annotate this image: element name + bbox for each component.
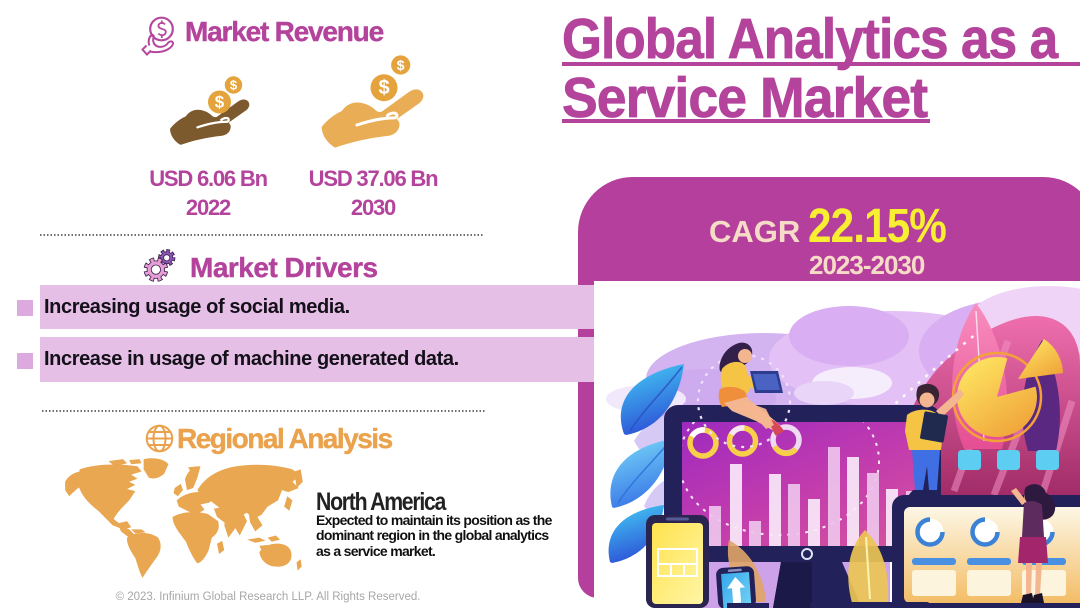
svg-text:$: $ bbox=[230, 78, 238, 93]
svg-text:$: $ bbox=[397, 57, 405, 73]
svg-text:$: $ bbox=[378, 77, 389, 99]
svg-text:$: $ bbox=[215, 93, 225, 112]
